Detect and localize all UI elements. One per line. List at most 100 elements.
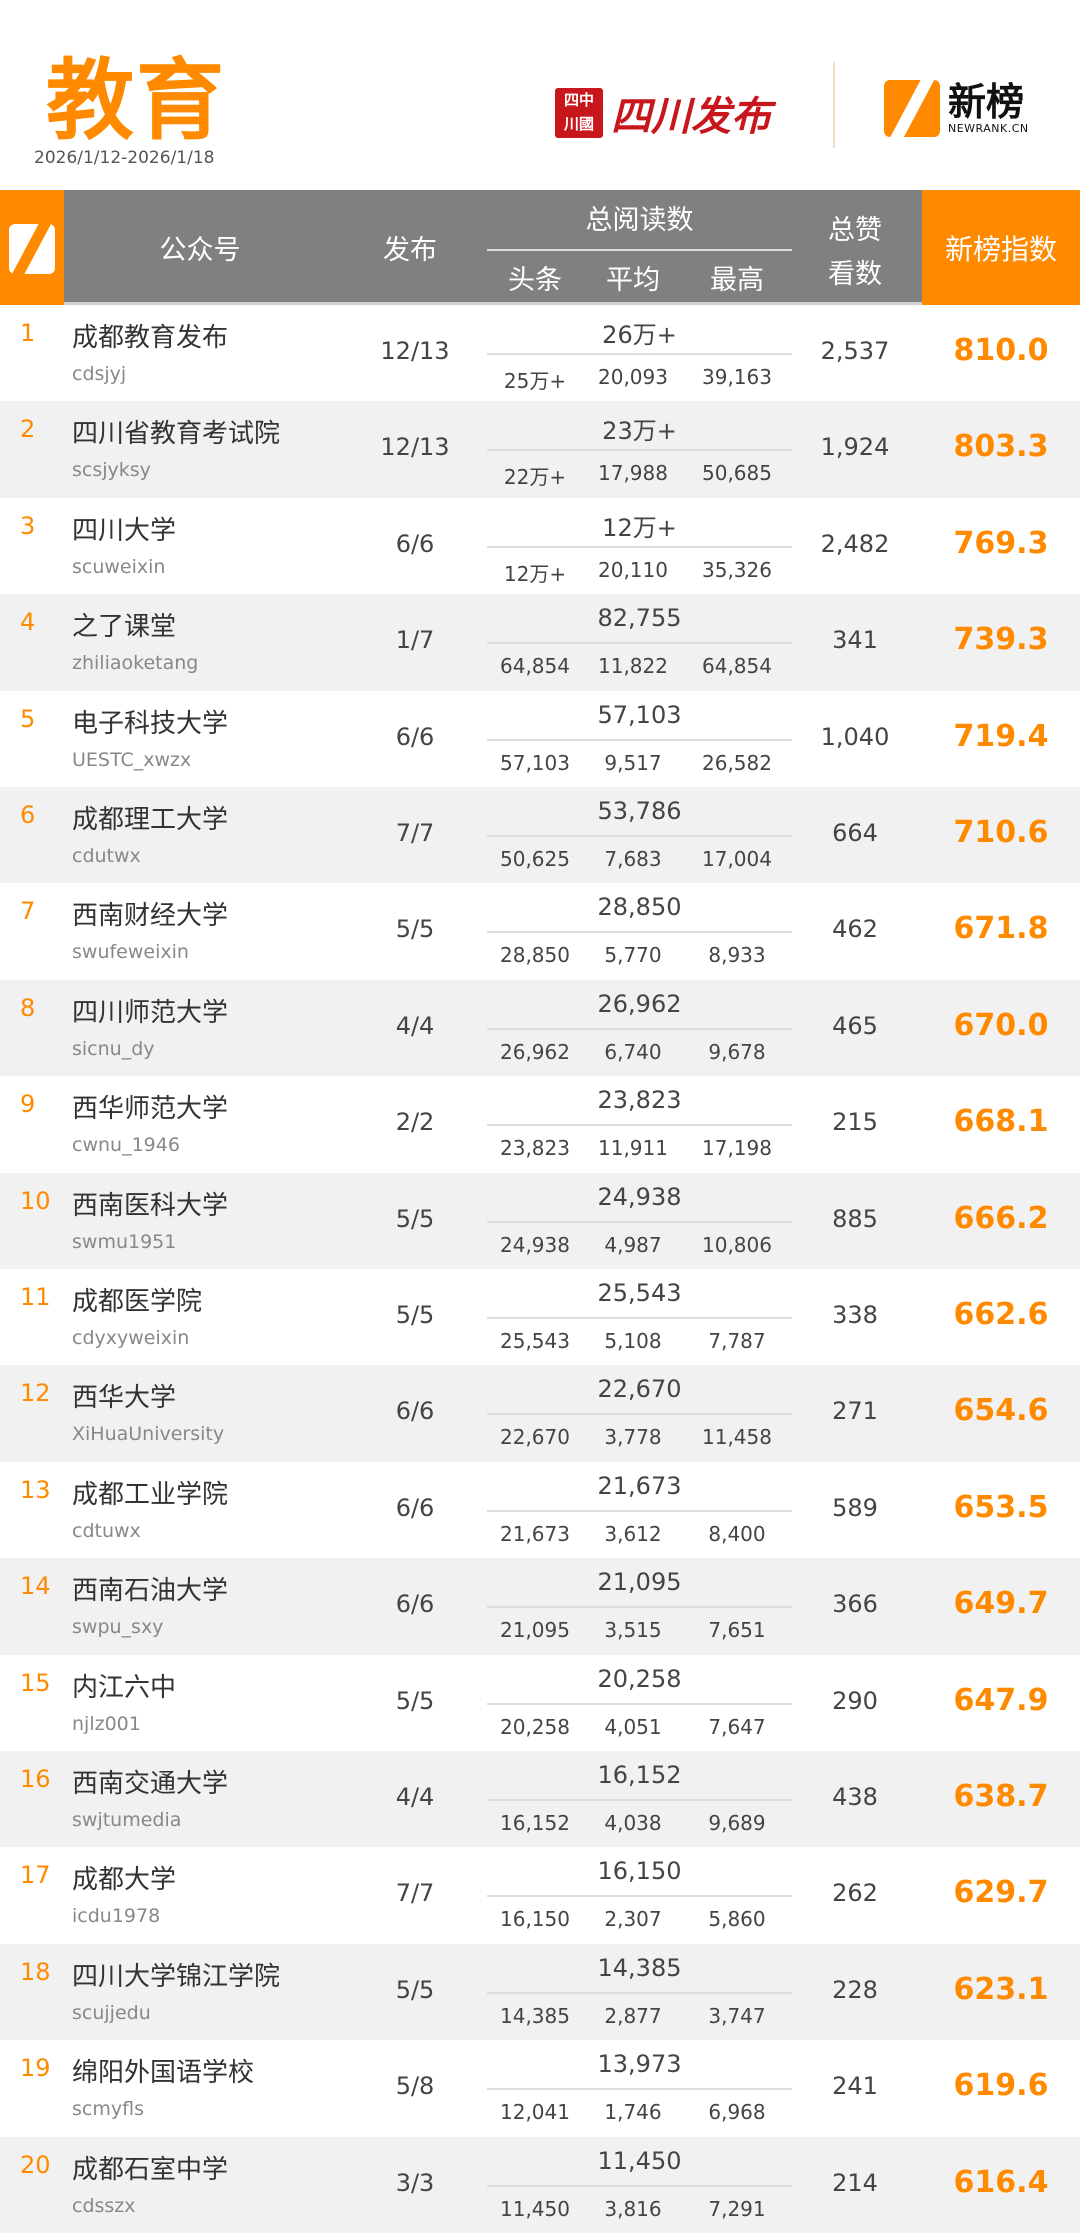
newrank-index: 803.3 bbox=[953, 429, 1049, 465]
headline-reads: 20,258 bbox=[500, 1714, 570, 1739]
average-reads: 3,515 bbox=[604, 1618, 662, 1643]
newrank-index: 662.6 bbox=[953, 1297, 1049, 1332]
rank: 10 bbox=[20, 1186, 51, 1215]
publish-count: 6/6 bbox=[395, 1397, 435, 1426]
rank: 1 bbox=[20, 319, 36, 347]
headline-reads: 24,938 bbox=[500, 1232, 570, 1257]
account-name: 西南财经大学 bbox=[72, 901, 229, 932]
table-row: 5 电子科技大学 UESTC_xwzx 6/6 57,103 57,103 9,… bbox=[0, 691, 1080, 787]
date-range: 2026/1/12-2026/1/18 bbox=[34, 148, 215, 168]
total-reads: 16,150 bbox=[597, 1857, 682, 1886]
likes-views: 589 bbox=[832, 1493, 878, 1522]
newrank-index: 647.9 bbox=[953, 1682, 1049, 1718]
publish-count: 3/3 bbox=[395, 2168, 435, 2197]
newrank-index: 739.3 bbox=[953, 622, 1049, 658]
account-name: 成都工业学院 bbox=[72, 1479, 229, 1510]
row-divider bbox=[487, 353, 792, 355]
publish-count: 5/8 bbox=[395, 2072, 435, 2101]
total-reads: 16,152 bbox=[597, 1761, 682, 1789]
average-reads: 3,816 bbox=[604, 2196, 662, 2221]
table-row: 19 绵阳外国语学校 scmyfls 5/8 13,973 12,041 1,7… bbox=[0, 2040, 1080, 2136]
account-name: 四川省教育考试院 bbox=[72, 419, 281, 450]
newrank-index: 719.4 bbox=[953, 718, 1049, 754]
account-id: sicnu_dy bbox=[72, 1037, 155, 1060]
newrank-mark-icon bbox=[9, 224, 55, 274]
headline-reads: 25万+ bbox=[503, 369, 567, 393]
max-reads: 35,326 bbox=[702, 557, 772, 582]
total-reads: 82,755 bbox=[597, 604, 682, 633]
max-reads: 39,163 bbox=[702, 365, 772, 389]
newrank-index: 810.0 bbox=[953, 333, 1049, 368]
likes-views: 262 bbox=[832, 1879, 878, 1908]
publish-count: 5/5 bbox=[395, 915, 435, 944]
account-id: swufeweixin bbox=[72, 941, 189, 964]
publish-count: 12/13 bbox=[380, 433, 450, 462]
newrank-index: 629.7 bbox=[953, 1875, 1049, 1911]
row-divider bbox=[487, 2088, 792, 2091]
table-row: 20 成都石室中学 cdsszx 3/3 11,450 11,450 3,816… bbox=[0, 2136, 1080, 2233]
rank: 6 bbox=[20, 801, 36, 829]
average-reads: 20,093 bbox=[598, 365, 668, 389]
rank: 19 bbox=[20, 2054, 51, 2083]
account-name: 四川师范大学 bbox=[72, 997, 229, 1028]
average-reads: 4,038 bbox=[604, 1811, 662, 1835]
account-name: 电子科技大学 bbox=[72, 708, 229, 739]
account-name: 四川大学锦江学院 bbox=[72, 1961, 281, 1992]
likes-views: 2,482 bbox=[820, 529, 890, 558]
total-reads: 14,385 bbox=[597, 1953, 682, 1982]
average-reads: 3,778 bbox=[604, 1425, 662, 1450]
headline-reads: 16,150 bbox=[500, 1907, 570, 1932]
col-likes-2: 看数 bbox=[828, 259, 882, 290]
likes-views: 215 bbox=[832, 1108, 878, 1137]
account-name: 西华师范大学 bbox=[72, 1094, 229, 1125]
newrank-index: 623.1 bbox=[953, 1971, 1049, 2007]
newrank-index: 670.0 bbox=[953, 1007, 1049, 1043]
publish-count: 6/6 bbox=[395, 529, 435, 558]
account-name: 成都医学院 bbox=[72, 1287, 203, 1317]
account-id: UESTC_xwzx bbox=[72, 748, 192, 771]
total-reads: 24,938 bbox=[597, 1182, 682, 1211]
account-name: 内江六中 bbox=[72, 1672, 177, 1703]
col-likes-1: 总赞 bbox=[828, 215, 882, 246]
publish-count: 4/4 bbox=[395, 1783, 435, 1811]
total-reads: 57,103 bbox=[597, 700, 682, 729]
rank: 18 bbox=[20, 1957, 51, 1986]
account-name: 西南医科大学 bbox=[72, 1190, 229, 1221]
newrank-index: 649.7 bbox=[953, 1586, 1049, 1622]
account-name: 西华大学 bbox=[72, 1383, 177, 1414]
average-reads: 4,051 bbox=[604, 1714, 662, 1739]
publish-count: 2/2 bbox=[395, 1108, 435, 1137]
publish-count: 7/7 bbox=[395, 819, 435, 847]
newrank-index: 654.6 bbox=[953, 1393, 1049, 1429]
table-row: 14 西南石油大学 swpu_sxy 6/6 21,095 21,095 3,5… bbox=[0, 1558, 1080, 1655]
row-divider bbox=[487, 1220, 792, 1223]
row-divider bbox=[487, 738, 792, 741]
table-row: 10 西南医科大学 swmu1951 5/5 24,938 24,938 4,9… bbox=[0, 1172, 1080, 1269]
account-name: 之了课堂 bbox=[72, 612, 177, 643]
total-reads: 28,850 bbox=[597, 893, 682, 922]
account-name: 西南交通大学 bbox=[72, 1769, 229, 1799]
headline-reads: 22,670 bbox=[500, 1425, 570, 1450]
table-row: 15 内江六中 njlz001 5/5 20,258 20,258 4,051 … bbox=[0, 1655, 1080, 1751]
row-divider bbox=[487, 642, 792, 645]
row-divider bbox=[487, 835, 792, 837]
likes-views: 228 bbox=[832, 1975, 878, 2004]
headline-reads: 21,673 bbox=[500, 1521, 570, 1546]
table-row: 9 西华师范大学 cwnu_1946 2/2 23,823 23,823 11,… bbox=[0, 1076, 1080, 1172]
row-divider bbox=[487, 1799, 792, 1801]
rank: 12 bbox=[20, 1379, 51, 1408]
rank: 14 bbox=[20, 1572, 51, 1601]
col-max: 最高 bbox=[710, 265, 764, 296]
likes-views: 341 bbox=[832, 626, 878, 655]
row-divider bbox=[487, 1317, 792, 1319]
headline-reads: 22万+ bbox=[503, 465, 567, 490]
header-divider bbox=[487, 249, 792, 251]
newrank-logo-cn: 新榜 bbox=[948, 80, 1025, 124]
newrank-index: 671.8 bbox=[953, 911, 1049, 947]
account-id: cdsszx bbox=[72, 2194, 136, 2217]
table-row: 7 西南财经大学 swufeweixin 5/5 28,850 28,850 5… bbox=[0, 883, 1080, 979]
headline-reads: 11,450 bbox=[500, 2196, 570, 2221]
publish-count: 6/6 bbox=[395, 722, 435, 751]
newrank-index: 653.5 bbox=[953, 1489, 1049, 1525]
table-row: 11 成都医学院 cdyxyweixin 5/5 25,543 25,543 5… bbox=[0, 1269, 1080, 1365]
